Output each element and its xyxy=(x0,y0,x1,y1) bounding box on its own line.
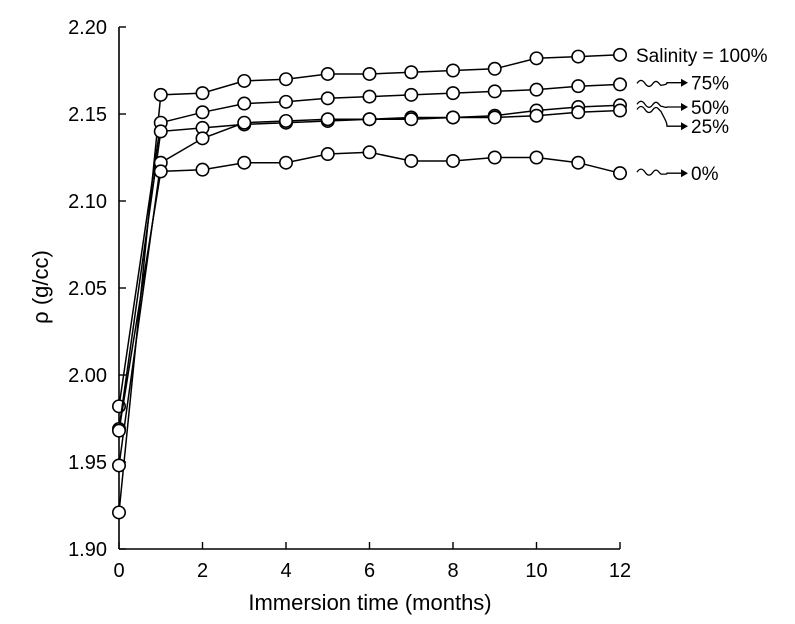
series-3 xyxy=(112,103,627,473)
series-label: 75% xyxy=(691,74,729,95)
y-tick-label: 2.10 xyxy=(68,191,107,213)
arrow-head xyxy=(681,169,688,178)
data-point xyxy=(529,82,544,97)
chart-axes: 1.90 1.95 2.00 2.05 2.10 2.15 2.20 0 2 4 6 8 10 12 xyxy=(68,17,631,582)
series-line xyxy=(118,109,621,466)
data-point xyxy=(404,112,419,127)
data-point xyxy=(195,86,210,101)
data-point xyxy=(487,150,502,165)
arrow-head xyxy=(681,122,688,131)
data-point xyxy=(487,110,502,125)
label-arrow xyxy=(636,100,681,109)
data-point xyxy=(571,49,586,64)
series-label: Salinity = 100% xyxy=(636,46,768,67)
data-point xyxy=(404,153,419,168)
y-tick-label: 1.95 xyxy=(68,452,107,474)
chart-series xyxy=(112,47,627,520)
y-tick-label: 2.00 xyxy=(68,365,107,387)
data-point xyxy=(362,112,377,127)
y-tick-label: 2.05 xyxy=(68,278,107,300)
data-point xyxy=(362,66,377,81)
data-point xyxy=(571,105,586,120)
data-point xyxy=(320,112,335,127)
label-arrow xyxy=(636,168,681,176)
data-point xyxy=(237,155,252,170)
data-point xyxy=(445,153,460,168)
x-tick-label: 0 xyxy=(113,560,124,582)
label-arrow xyxy=(636,79,681,88)
data-point xyxy=(487,84,502,99)
data-point xyxy=(320,66,335,81)
data-point xyxy=(404,87,419,102)
data-point xyxy=(278,94,293,109)
x-tick-label: 10 xyxy=(525,560,547,582)
data-point xyxy=(487,61,502,76)
data-point xyxy=(195,105,210,120)
data-point xyxy=(571,79,586,94)
series-0 xyxy=(112,47,627,520)
data-point xyxy=(320,147,335,162)
data-point xyxy=(571,155,586,170)
x-tick-label: 6 xyxy=(364,560,375,582)
x-axis-title: Immersion time (months) xyxy=(248,590,491,615)
data-point xyxy=(320,91,335,106)
y-axis-title: ρ (g/cc) xyxy=(28,250,53,324)
data-point xyxy=(112,505,127,520)
data-point xyxy=(612,47,627,62)
data-point xyxy=(237,115,252,130)
data-point xyxy=(278,155,293,170)
series-1 xyxy=(112,77,627,414)
x-tick-label: 8 xyxy=(447,560,458,582)
data-point xyxy=(445,63,460,78)
data-point xyxy=(112,423,127,438)
x-tick-label: 2 xyxy=(197,560,208,582)
y-tick-label: 2.20 xyxy=(68,17,107,39)
data-point xyxy=(445,110,460,125)
series-line xyxy=(118,83,621,407)
data-point xyxy=(529,108,544,123)
data-point xyxy=(404,65,419,80)
data-point xyxy=(237,73,252,88)
data-point xyxy=(362,145,377,160)
y-tick-label: 2.15 xyxy=(68,104,107,126)
data-point xyxy=(612,166,627,181)
data-point xyxy=(529,150,544,165)
label-arrow xyxy=(636,105,681,127)
y-tick-label: 1.90 xyxy=(68,539,107,561)
data-point xyxy=(153,124,168,139)
data-point xyxy=(112,458,127,473)
data-point xyxy=(612,77,627,92)
data-point xyxy=(612,103,627,118)
data-point xyxy=(278,113,293,128)
series-labels: Salinity = 100% 75% 50%25% 0% xyxy=(636,46,768,185)
series-label: 0% xyxy=(691,164,719,185)
data-point xyxy=(195,131,210,146)
data-point xyxy=(445,86,460,101)
series-label: 50% xyxy=(691,98,729,119)
data-point xyxy=(153,164,168,179)
data-point xyxy=(153,87,168,102)
x-tick-label: 4 xyxy=(280,560,291,582)
series-label: 25% xyxy=(691,117,729,138)
data-point xyxy=(362,89,377,104)
x-tick-label: 12 xyxy=(609,560,631,582)
data-point xyxy=(529,51,544,66)
series-4 xyxy=(112,145,627,438)
series-line xyxy=(118,151,621,431)
data-point xyxy=(237,96,252,111)
data-point xyxy=(195,162,210,177)
data-point xyxy=(278,72,293,87)
arrow-head xyxy=(681,78,688,87)
arrow-head xyxy=(681,103,688,111)
